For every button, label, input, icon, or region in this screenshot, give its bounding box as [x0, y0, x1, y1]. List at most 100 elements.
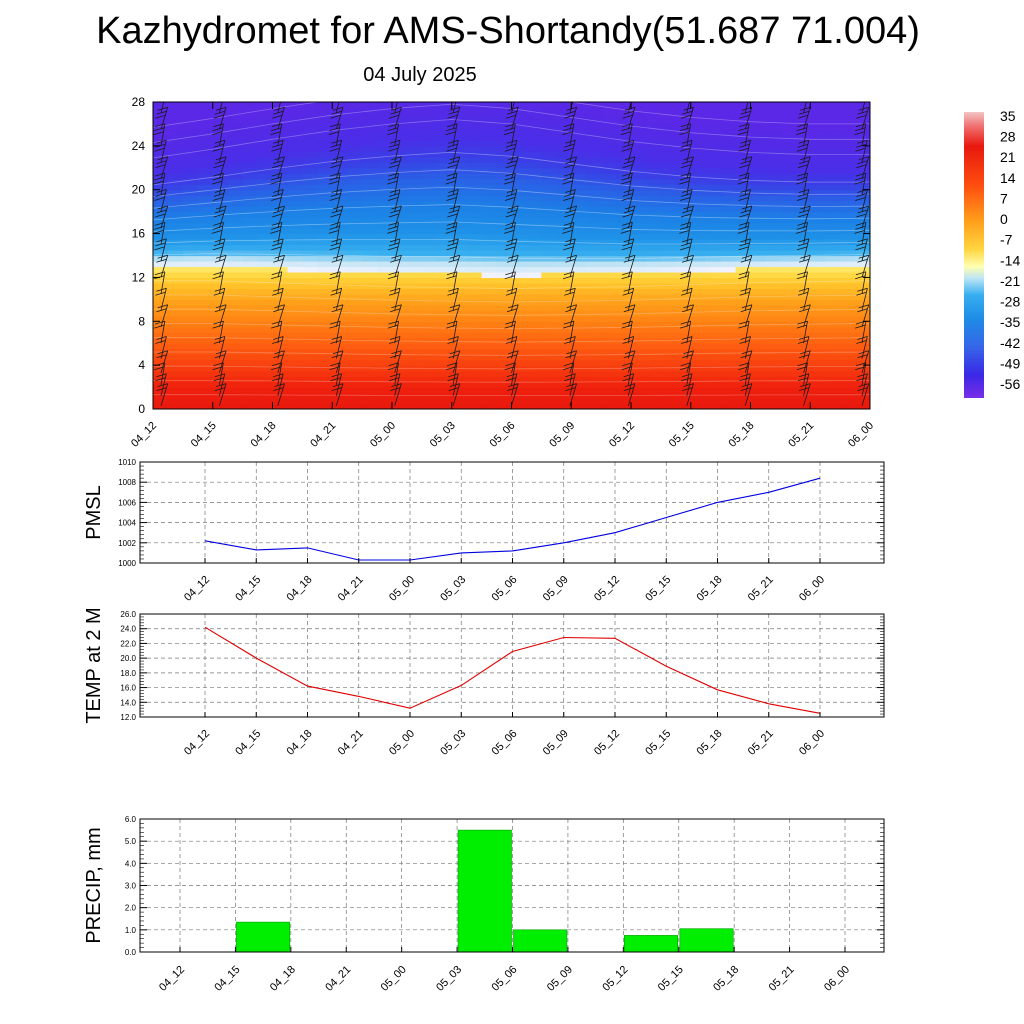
field-cell — [287, 326, 303, 333]
field-cell — [690, 337, 707, 344]
wind-barb-staff — [803, 107, 811, 130]
field-cell — [571, 200, 587, 207]
field-cell — [601, 387, 617, 394]
field-cell — [750, 343, 767, 350]
field-cell — [287, 184, 303, 191]
field-cell — [406, 376, 423, 383]
field-cell — [212, 288, 229, 295]
colorbar-label: -56 — [1000, 376, 1020, 392]
field-cell — [586, 277, 602, 284]
wind-barb-flag — [332, 205, 344, 210]
wind-barb-staff — [452, 383, 461, 406]
field-cell — [392, 260, 408, 268]
field-cell — [750, 282, 767, 289]
wind-barb-staff — [160, 140, 167, 163]
field-cell — [750, 184, 767, 191]
field-cell — [362, 107, 378, 114]
field-cell — [167, 211, 184, 218]
field-cell — [765, 266, 781, 273]
field-cell — [765, 239, 781, 246]
field-cell — [631, 365, 647, 372]
field-cell — [511, 365, 528, 372]
wind-barb-staff — [394, 189, 401, 212]
wind-barb-staff — [277, 156, 285, 179]
wind-barb-staff — [744, 107, 753, 130]
field-cell — [511, 145, 528, 152]
field-cell — [436, 118, 453, 125]
field-cell — [287, 107, 303, 114]
field-cell — [675, 359, 692, 366]
field-cell — [855, 250, 870, 257]
field-cell — [616, 315, 632, 322]
field-cell — [780, 244, 796, 251]
field-cell — [645, 134, 662, 141]
field-cell — [735, 376, 752, 383]
x-tick-label: 04_12 — [157, 964, 187, 994]
wind-barb-flag — [680, 114, 692, 119]
field-cell — [660, 282, 677, 289]
field-cell — [541, 134, 557, 141]
wind-barb-staff — [569, 107, 577, 130]
wind-barb-flag — [739, 377, 750, 382]
field-cell — [511, 239, 528, 246]
wind-barb-staff — [744, 123, 750, 146]
field-cell — [212, 140, 229, 147]
field-cell — [645, 173, 662, 180]
field-cell — [317, 239, 333, 246]
wind-barb-flag — [679, 275, 691, 280]
field-cell — [496, 200, 513, 207]
field-cell — [795, 277, 811, 284]
field-cell — [645, 365, 662, 372]
wind-barb-staff — [861, 173, 867, 196]
field-cell — [272, 304, 289, 311]
field-cell — [257, 343, 274, 350]
field-cell — [511, 129, 528, 136]
field-cell — [362, 156, 378, 163]
field-cell — [227, 189, 244, 196]
wind-barb-flag — [447, 193, 458, 197]
field-cell — [765, 173, 781, 180]
wind-barb-flag — [212, 127, 223, 132]
wind-barb-flag — [388, 242, 400, 247]
field-cell — [720, 359, 737, 366]
x-tick-label: 05_09 — [545, 964, 575, 994]
wind-barb-flag — [856, 242, 867, 247]
wind-barb-flag — [506, 209, 518, 214]
field-cell — [645, 376, 662, 383]
wind-barb-flag — [331, 387, 342, 391]
field-cell — [780, 129, 796, 136]
wind-barb-flag — [566, 383, 577, 387]
colorbar-label: 28 — [1000, 129, 1016, 145]
field-cell — [167, 195, 184, 202]
field-cell — [511, 206, 528, 213]
wind-barb-flag — [449, 205, 460, 210]
wind-barb-staff — [394, 222, 399, 245]
wind-barb-flag — [855, 102, 857, 103]
field-cell — [541, 151, 557, 158]
field-cell — [586, 403, 602, 409]
field-cell — [392, 365, 408, 372]
field-cell — [526, 326, 542, 333]
field-cell — [511, 266, 528, 273]
field-cell — [242, 310, 259, 317]
wind-barb-flag — [328, 180, 339, 185]
field-cell — [825, 233, 841, 240]
field-cell — [556, 140, 572, 147]
x-tick-label: 05_03 — [438, 728, 468, 758]
wind-barb-flag — [854, 131, 865, 136]
field-cell — [182, 206, 199, 213]
field-cell — [392, 337, 408, 344]
field-cell — [436, 167, 453, 174]
field-cell — [825, 282, 841, 289]
field-cell — [526, 315, 542, 322]
field-cell — [406, 398, 423, 405]
x-tick-label: 05_21 — [746, 574, 776, 604]
field-cell — [780, 266, 796, 273]
field-cell — [571, 123, 587, 131]
wind-barb-flag — [798, 258, 810, 263]
wind-barb-flag — [329, 102, 331, 103]
field-cell — [466, 156, 483, 163]
wind-barb-flag — [273, 160, 284, 165]
field-cell — [182, 145, 199, 152]
field-cell — [302, 195, 318, 202]
